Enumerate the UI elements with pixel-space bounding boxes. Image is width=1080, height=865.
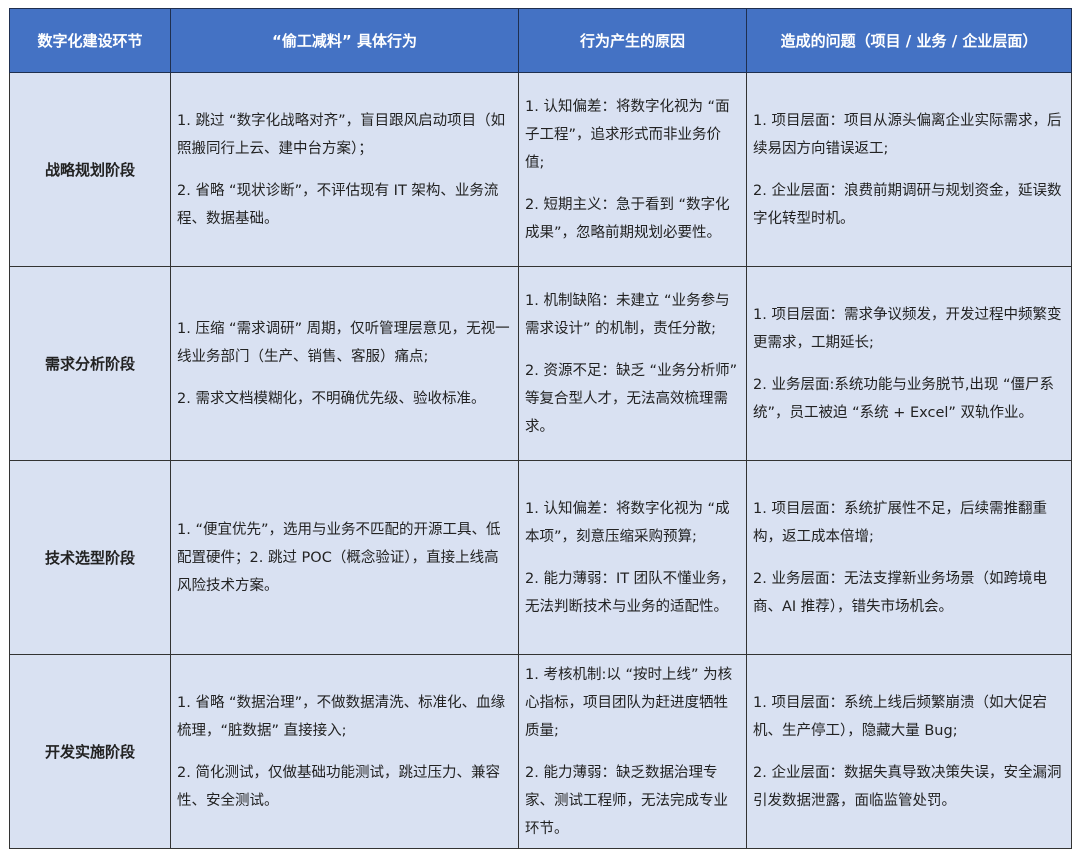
stage-cell: 战略规划阶段 <box>9 72 171 267</box>
behavior-item: 1. 省略 “数据治理”，不做数据清洗、标准化、血缘梳理，“脏数据” 直接接入; <box>177 694 506 739</box>
stage-cell: 开发实施阶段 <box>9 654 171 849</box>
stage-cell: 技术选型阶段 <box>9 460 171 655</box>
table-row: 需求分析阶段 1. 压缩 “需求调研” 周期，仅听管理层意见，无视一线业务部门（生… <box>9 266 1072 461</box>
cause-item: 1. 考核机制:以 “按时上线” 为核心指标，项目团队为赶进度牺牲质量; <box>525 666 733 739</box>
behavior-item: 2. 简化测试，仅做基础功能测试，跳过压力、兼容性、安全测试。 <box>177 764 500 809</box>
problem-cell: 1. 项目层面：项目从源头偏离企业实际需求，后续易因方向错误返工; 2. 企业层面… <box>746 72 1072 267</box>
header-cause: 行为产生的原因 <box>518 8 747 73</box>
problem-item: 1. 项目层面：系统扩展性不足，后续需推翻重构，返工成本倍增; <box>753 500 1047 545</box>
cause-cell: 1. 机制缺陷：未建立 “业务参与需求设计” 的机制，责任分散; 2. 资源不足：… <box>518 266 747 461</box>
header-stage: 数字化建设环节 <box>9 8 171 73</box>
problem-cell: 1. 项目层面：系统扩展性不足，后续需推翻重构，返工成本倍增; 2. 业务层面：无… <box>746 460 1072 655</box>
problem-cell: 1. 项目层面：系统上线后频繁崩溃（如大促宕机、生产停工），隐藏大量 Bug; 2… <box>746 654 1072 849</box>
cause-item: 2. 短期主义：急于看到 “数字化成果”，忽略前期规划必要性。 <box>525 196 730 241</box>
problem-item: 1. 项目层面：需求争议频发，开发过程中频繁变更需求，工期延长; <box>753 306 1062 351</box>
table-row: 技术选型阶段 1. “便宜优先”，选用与业务不匹配的开源工具、低配置硬件；2. 跳… <box>9 460 1072 655</box>
behavior-item: 1. 跳过 “数字化战略对齐”，盲目跟风启动项目（如照搬同行上云、建中台方案）； <box>177 112 506 157</box>
header-row: 数字化建设环节 “偷工减料” 具体行为 行为产生的原因 造成的问题（项目 / 业… <box>9 8 1072 73</box>
cause-item: 2. 资源不足：缺乏 “业务分析师” 等复合型人才，无法高效梳理需求。 <box>525 362 738 435</box>
problem-item: 2. 业务层面：无法支撑新业务场景（如跨境电商、AI 推荐），错失市场机会。 <box>753 570 1047 615</box>
behavior-item: 2. 需求文档模糊化，不明确优先级、验收标准。 <box>177 390 486 407</box>
cause-item: 2. 能力薄弱：缺乏数据治理专家、测试工程师，无法完成专业环节。 <box>525 764 728 837</box>
cause-cell: 1. 认知偏差：将数字化视为 “面子工程”，追求形式而非业务价值; 2. 短期主义… <box>518 72 747 267</box>
behavior-cell: 1. 跳过 “数字化战略对齐”，盲目跟风启动项目（如照搬同行上云、建中台方案）；… <box>170 72 519 267</box>
header-behavior: “偷工减料” 具体行为 <box>170 8 519 73</box>
problem-cell: 1. 项目层面：需求争议频发，开发过程中频繁变更需求，工期延长; 2. 业务层面:… <box>746 266 1072 461</box>
behavior-cell: 1. “便宜优先”，选用与业务不匹配的开源工具、低配置硬件；2. 跳过 POC（… <box>170 460 519 655</box>
problem-item: 2. 业务层面:系统功能与业务脱节,出现 “僵尸系统”，员工被迫 “系统 + E… <box>753 376 1055 421</box>
behavior-item: 1. 压缩 “需求调研” 周期，仅听管理层意见，无视一线业务部门（生产、销售、客… <box>177 320 510 365</box>
cause-cell: 1. 考核机制:以 “按时上线” 为核心指标，项目团队为赶进度牺牲质量; 2. 能… <box>518 654 747 849</box>
behavior-item: 1. “便宜优先”，选用与业务不匹配的开源工具、低配置硬件；2. 跳过 POC（… <box>177 521 501 594</box>
behavior-cell: 1. 省略 “数据治理”，不做数据清洗、标准化、血缘梳理，“脏数据” 直接接入;… <box>170 654 519 849</box>
behavior-cell: 1. 压缩 “需求调研” 周期，仅听管理层意见，无视一线业务部门（生产、销售、客… <box>170 266 519 461</box>
header-problem: 造成的问题（项目 / 业务 / 企业层面） <box>746 8 1072 73</box>
cause-item: 1. 机制缺陷：未建立 “业务参与需求设计” 的机制，责任分散; <box>525 292 730 337</box>
cause-item: 1. 认知偏差：将数字化视为 “面子工程”，追求形式而非业务价值; <box>525 98 730 171</box>
problem-item: 1. 项目层面：项目从源头偏离企业实际需求，后续易因方向错误返工; <box>753 112 1062 157</box>
behavior-item: 2. 省略 “现状诊断”，不评估现有 IT 架构、业务流程、数据基础。 <box>177 182 499 227</box>
problem-item: 2. 企业层面：数据失真导致决策失误，安全漏洞引发数据泄露，面临监管处罚。 <box>753 764 1062 809</box>
table-row: 战略规划阶段 1. 跳过 “数字化战略对齐”，盲目跟风启动项目（如照搬同行上云、建… <box>9 72 1072 267</box>
problem-item: 1. 项目层面：系统上线后频繁崩溃（如大促宕机、生产停工），隐藏大量 Bug; <box>753 694 1047 739</box>
table-row: 开发实施阶段 1. 省略 “数据治理”，不做数据清洗、标准化、血缘梳理，“脏数据”… <box>9 654 1072 849</box>
comparison-table: 数字化建设环节 “偷工减料” 具体行为 行为产生的原因 造成的问题（项目 / 业… <box>9 8 1072 849</box>
stage-cell: 需求分析阶段 <box>9 266 171 461</box>
cause-cell: 1. 认知偏差：将数字化视为 “成本项”，刻意压缩采购预算; 2. 能力薄弱：IT… <box>518 460 747 655</box>
problem-item: 2. 企业层面：浪费前期调研与规划资金，延误数字化转型时机。 <box>753 182 1062 227</box>
cause-item: 2. 能力薄弱：IT 团队不懂业务，无法判断技术与业务的适配性。 <box>525 570 736 615</box>
cause-item: 1. 认知偏差：将数字化视为 “成本项”，刻意压缩采购预算; <box>525 500 730 545</box>
